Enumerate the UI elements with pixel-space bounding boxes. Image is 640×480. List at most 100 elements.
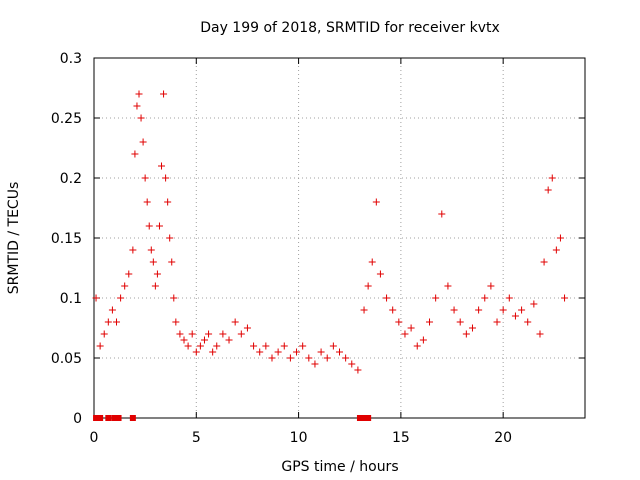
data-point (518, 306, 526, 314)
x-tick-label: 10 (290, 430, 308, 446)
data-point (92, 294, 100, 302)
data-point (135, 90, 143, 98)
x-tick-label: 0 (90, 430, 99, 446)
y-tick-label: 0.1 (60, 291, 82, 307)
data-point (499, 306, 507, 314)
data-point (268, 354, 276, 362)
data-point-zero (97, 415, 104, 421)
data-point (104, 318, 112, 326)
data-point (336, 348, 343, 356)
x-tick-label: 20 (494, 430, 512, 446)
data-point (153, 270, 161, 278)
data-point (323, 354, 331, 362)
data-point (475, 306, 483, 314)
data-point (231, 318, 239, 326)
data-point (151, 282, 159, 290)
x-axis-label: GPS time / hours (281, 459, 398, 475)
data-point (407, 324, 415, 332)
data-point (544, 186, 552, 194)
data-point (299, 342, 307, 350)
y-tick-label: 0.2 (60, 171, 82, 187)
data-point (540, 258, 548, 266)
data-point (166, 234, 174, 242)
data-point (395, 318, 403, 326)
data-point (548, 174, 556, 182)
data-point (129, 246, 137, 254)
data-point (354, 366, 362, 374)
data-point (133, 102, 141, 110)
data-point (426, 318, 434, 326)
data-point (293, 348, 301, 356)
data-point (137, 114, 145, 122)
data-point (552, 246, 560, 254)
data-point (280, 342, 288, 350)
grid-lines (94, 58, 585, 418)
data-point (256, 348, 264, 356)
x-tick-label: 15 (392, 430, 410, 446)
data-point-zero (105, 415, 112, 421)
data-point (311, 360, 319, 368)
data-point (160, 90, 168, 98)
y-tick-label: 0.05 (51, 351, 82, 367)
data-point (462, 330, 470, 338)
data-point (481, 294, 489, 302)
data-point (145, 222, 153, 230)
data-point (286, 354, 294, 362)
chart-title: Day 199 of 2018, SRMTID for receiver kvt… (200, 20, 500, 36)
data-point (438, 210, 446, 218)
data-point-zero (361, 415, 368, 421)
data-point (505, 294, 513, 302)
data-point (100, 330, 108, 338)
data-point (511, 312, 519, 320)
data-point (305, 354, 313, 362)
data-point (121, 282, 129, 290)
data-point (117, 294, 125, 302)
data-point-zero (356, 415, 363, 421)
data-point (389, 306, 397, 314)
y-tick-label: 0.15 (51, 231, 82, 247)
data-point (329, 342, 337, 350)
data-point (468, 324, 476, 332)
y-tick-labels: 0 0.05 0.1 0.15 0.2 0.25 0.3 (51, 51, 82, 427)
data-point (450, 306, 458, 314)
data-point (556, 234, 564, 242)
data-point (530, 300, 538, 308)
data-point (243, 324, 251, 332)
data-point (561, 294, 569, 302)
data-point (176, 330, 184, 338)
data-point (180, 336, 188, 344)
data-point (237, 330, 245, 338)
data-point-zero (365, 415, 372, 421)
data-point (108, 306, 116, 314)
data-point (225, 336, 233, 344)
data-point (147, 246, 155, 254)
data-point (162, 174, 170, 182)
data-point (196, 342, 204, 350)
y-tick-label: 0 (73, 411, 82, 427)
y-axis-label: SRMTID / TECUs (6, 182, 22, 295)
data-point-zero (111, 415, 118, 421)
data-point (364, 282, 372, 290)
data-point (274, 348, 282, 356)
data-point (141, 174, 149, 182)
data-point (456, 318, 464, 326)
data-point (168, 258, 176, 266)
data-point (250, 342, 258, 350)
data-point (262, 342, 270, 350)
data-point (219, 330, 227, 338)
data-point (113, 318, 121, 326)
data-points (92, 90, 569, 421)
data-point (143, 198, 151, 206)
data-point (348, 360, 356, 368)
data-point (372, 198, 380, 206)
data-point (383, 294, 391, 302)
data-point (342, 354, 350, 362)
data-point (536, 330, 544, 338)
data-point (158, 162, 166, 170)
data-point (170, 294, 178, 302)
data-point (164, 198, 172, 206)
data-point (209, 348, 217, 356)
data-point-zero (115, 415, 122, 421)
